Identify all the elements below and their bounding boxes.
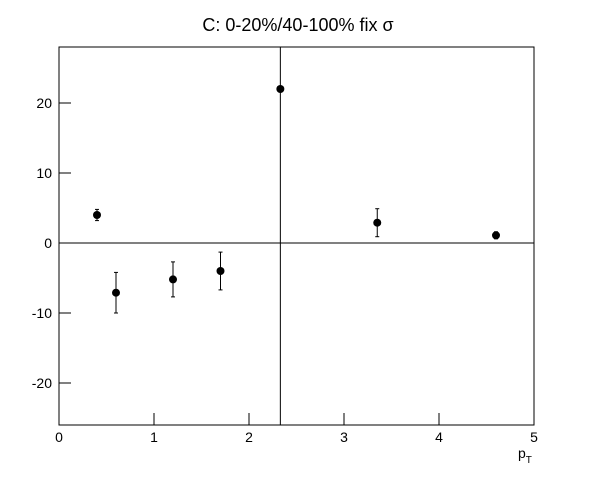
point [93,211,101,219]
point [112,288,120,297]
x-label-sub: T [526,455,532,466]
x-tick-label: 2 [245,429,253,445]
x-label-main: p [518,445,526,461]
point [276,85,285,93]
chart-title: C: 0-20%/40-100% fix σ [202,15,393,35]
x-tick-label: 3 [340,429,348,445]
y-tick-label: 20 [36,95,52,111]
x-tick-label: 5 [530,429,538,445]
x-tick-label: 1 [150,429,158,445]
point [216,267,225,275]
y-tick-label: 10 [36,165,52,181]
x-tick-label: 4 [435,429,443,445]
y-tick-label: -10 [32,305,52,321]
y-tick-label: 0 [44,235,52,251]
x-tick-label: 0 [55,429,63,445]
point [373,218,382,227]
y-tick-label: -20 [32,375,52,391]
x-axis-label: pT [518,445,532,466]
frame [58,46,535,426]
point [169,275,177,284]
point [492,231,500,240]
